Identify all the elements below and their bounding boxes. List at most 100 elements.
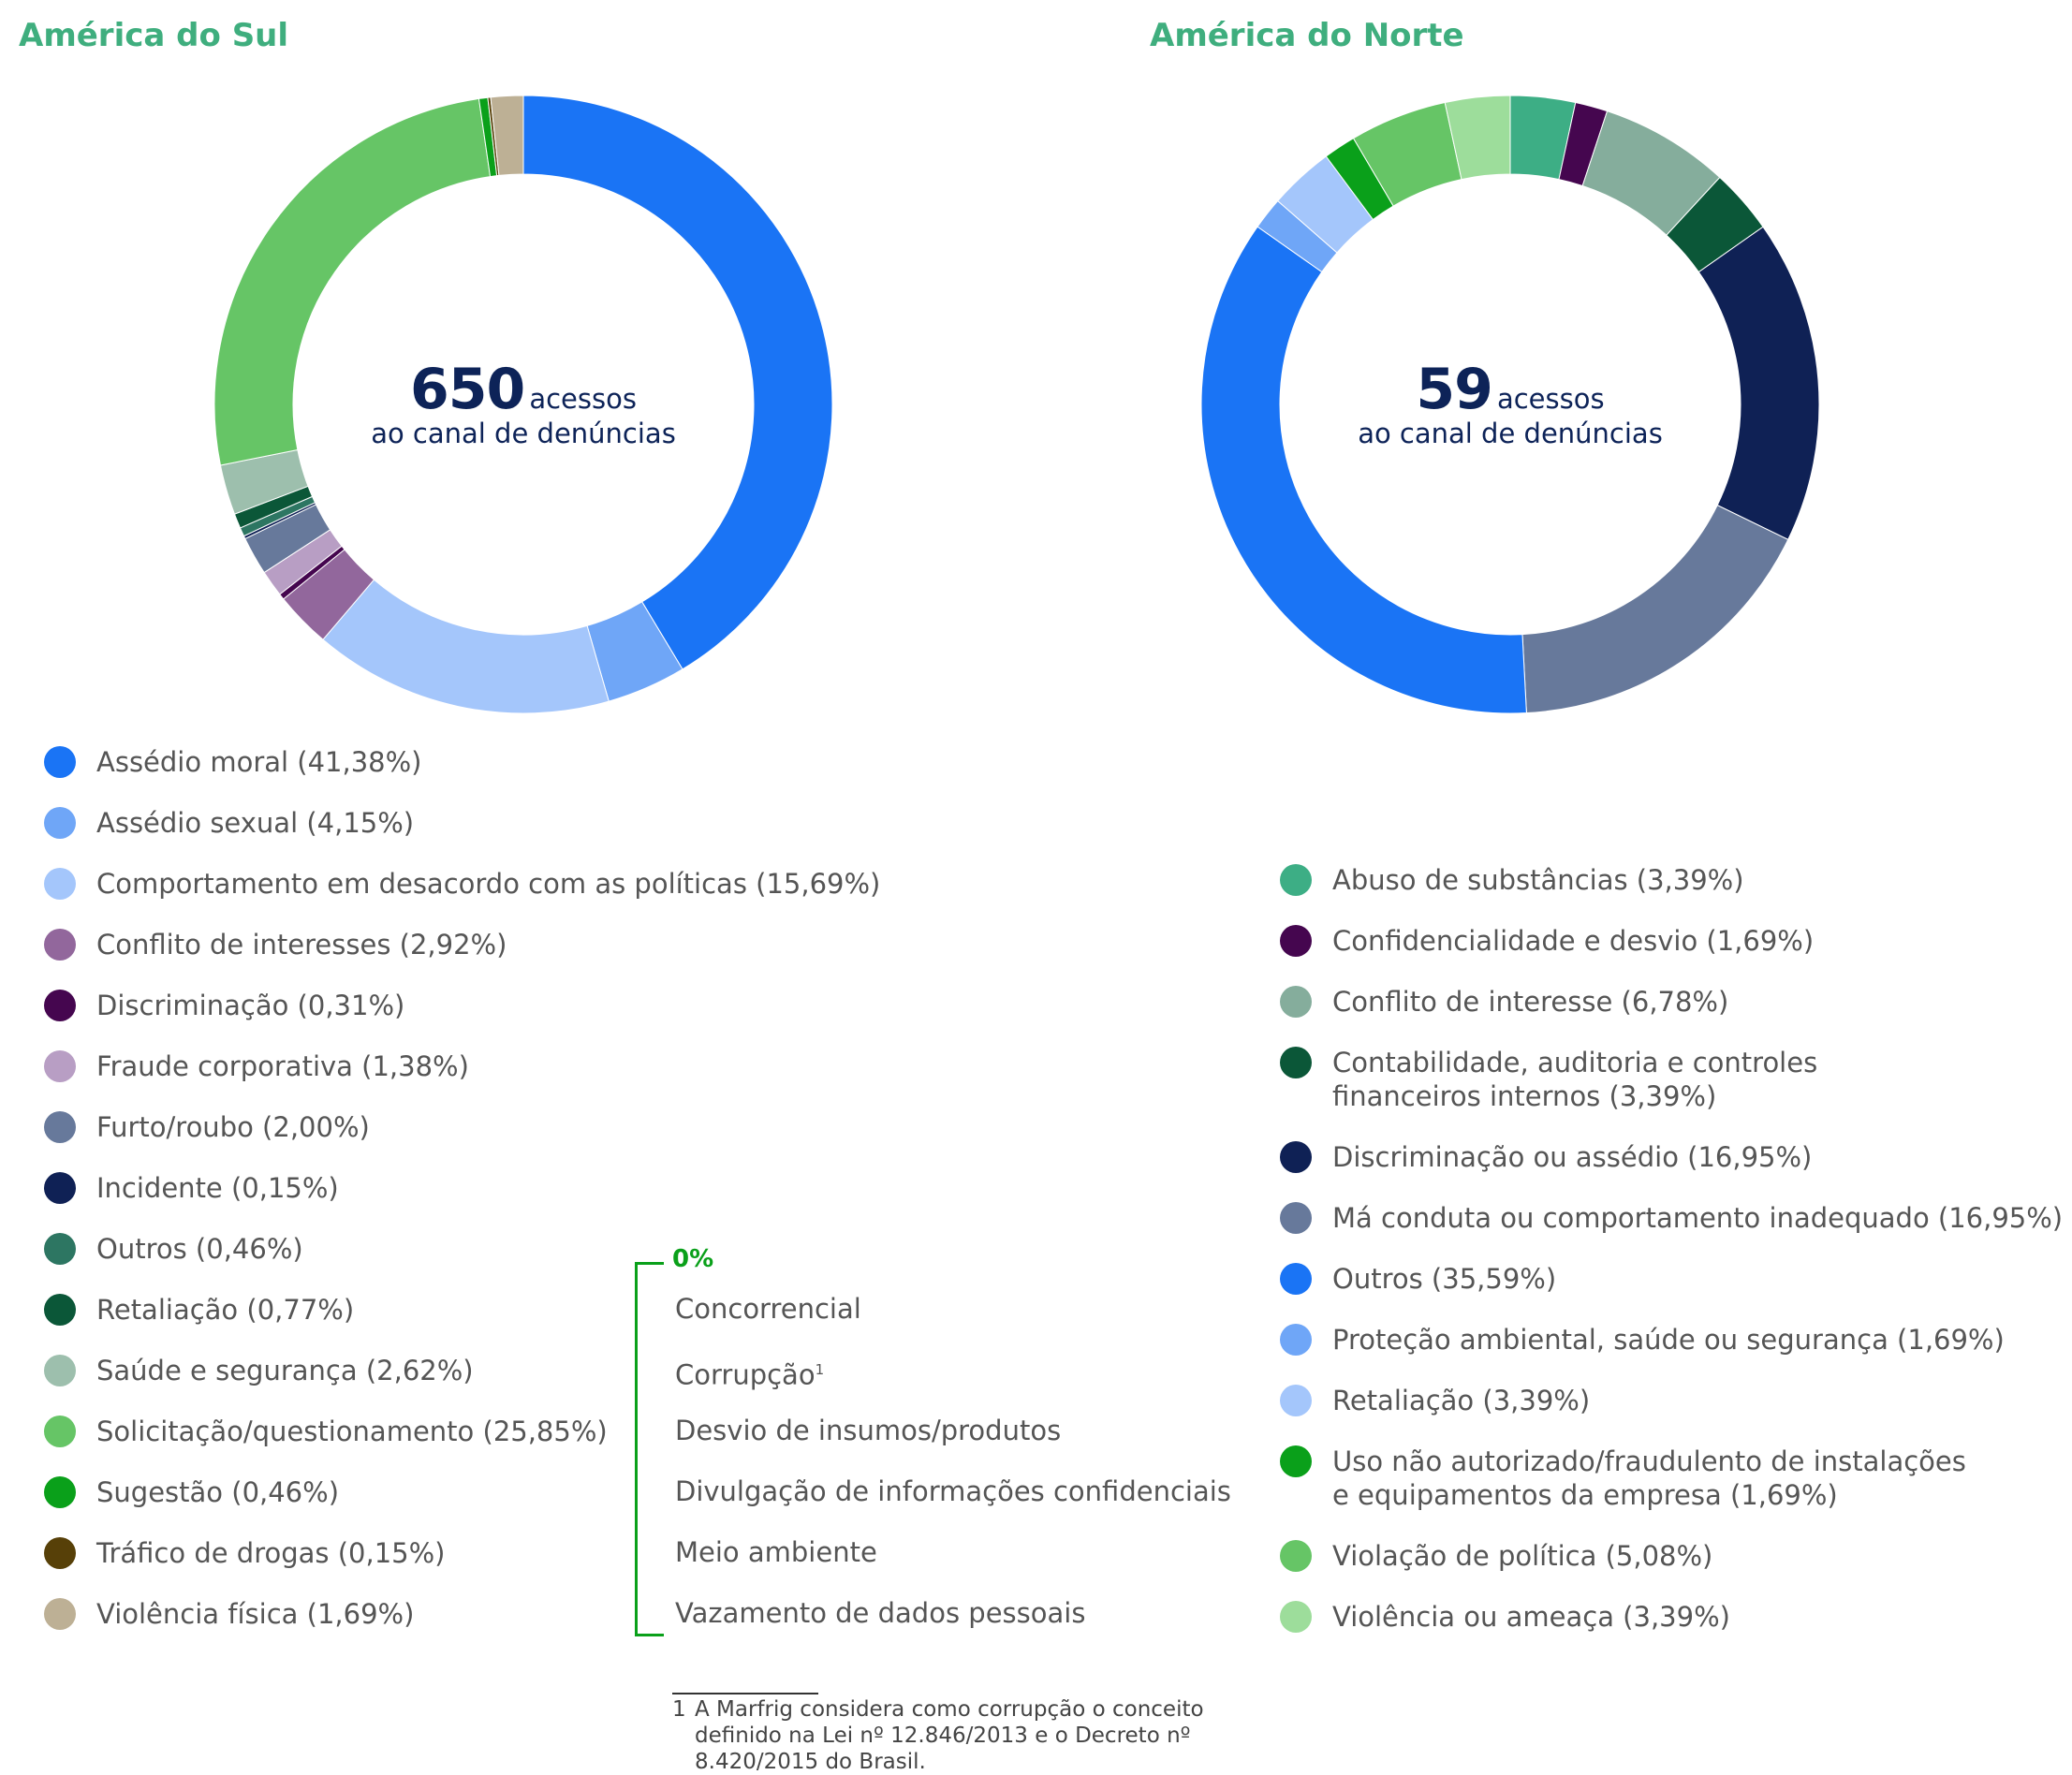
norte-legend-swatch-icon [1280, 986, 1312, 1018]
norte-legend-swatch-icon [1280, 1445, 1312, 1477]
sul-legend-item: Sugestão (0,46%) [44, 1475, 880, 1536]
sul-legend-label: Incidente (0,15%) [96, 1172, 339, 1204]
norte-legend-label: Outros (35,59%) [1332, 1263, 1557, 1295]
sul-legend-label: Retaliação (0,77%) [96, 1294, 355, 1326]
zero-percent-item: Concorrencial [675, 1293, 861, 1325]
sul-slice-14 [490, 95, 524, 176]
donut-chart-sul [214, 95, 832, 713]
norte-legend-swatch-icon [1280, 1047, 1312, 1078]
norte-legend-label: Retaliação (3,39%) [1332, 1385, 1591, 1416]
footnote-rule [672, 1693, 818, 1694]
norte-legend-item: Proteção ambiental, saúde ou segurança (… [1280, 1323, 2063, 1357]
center-value-norte: 59 [1416, 357, 1492, 422]
sul-legend-swatch-icon [44, 1172, 76, 1204]
sul-legend-swatch-icon [44, 1111, 76, 1143]
norte-legend-swatch-icon [1280, 864, 1312, 896]
norte-legend-item: Retaliação (3,39%) [1280, 1384, 2063, 1417]
norte-legend-label: Contabilidade, auditoria e controles fina… [1332, 1047, 1818, 1112]
norte-legend-item: Violação de política (5,08%) [1280, 1539, 2063, 1573]
sul-slice-2 [322, 579, 610, 713]
legend-sul: Assédio moral (41,38%) Assédio sexual (4,… [44, 745, 880, 1658]
sul-legend-swatch-icon [44, 929, 76, 961]
norte-legend-item: Violência ou ameaça (3,39%) [1280, 1600, 2063, 1634]
zero-percent-bracket [635, 1262, 664, 1636]
sul-legend-item: Saúde e segurança (2,62%) [44, 1354, 880, 1415]
sul-legend-swatch-icon [44, 1537, 76, 1569]
norte-legend-swatch-icon [1280, 925, 1312, 957]
norte-legend-swatch-icon [1280, 1385, 1312, 1416]
norte-legend-item: Má conduta ou comportamento inadequado (… [1280, 1201, 2063, 1235]
zero-percent-item: Divulgação de informações confidenciais [675, 1475, 1231, 1507]
sul-legend-swatch-icon [44, 1233, 76, 1265]
sul-legend-label: Comportamento em desacordo com as políti… [96, 868, 881, 900]
sul-legend-label: Discriminação (0,31%) [96, 990, 405, 1021]
norte-legend-label: Violência ou ameaça (3,39%) [1332, 1601, 1730, 1633]
legend-norte: Abuso de substâncias (3,39%) Confidencial… [1280, 863, 2063, 1661]
norte-legend-label: Má conduta ou comportamento inadequado (… [1332, 1202, 2064, 1234]
norte-legend-label: Violação de política (5,08%) [1332, 1540, 1713, 1572]
norte-legend-swatch-icon [1280, 1263, 1312, 1295]
sul-legend-label: Furto/roubo (2,00%) [96, 1111, 370, 1143]
center-word-norte: acessos [1496, 383, 1605, 415]
norte-legend-label: Discriminação ou assédio (16,95%) [1332, 1141, 1813, 1173]
zero-percent-item: Meio ambiente [675, 1536, 877, 1568]
norte-slice-11 [1444, 95, 1511, 181]
sul-legend-item: Fraude corporativa (1,38%) [44, 1049, 880, 1110]
zero-percent-item: Desvio de insumos/produtos [675, 1415, 1062, 1446]
center-subtitle-norte: ao canal de denúncias [1358, 418, 1663, 449]
sul-legend-item: Conflito de interesses (2,92%) [44, 928, 880, 989]
sul-legend-swatch-icon [44, 990, 76, 1021]
sul-legend-label: Sugestão (0,46%) [96, 1476, 340, 1508]
sul-legend-label: Fraude corporativa (1,38%) [96, 1050, 469, 1082]
norte-legend-item: Abuso de substâncias (3,39%) [1280, 863, 2063, 897]
norte-legend-item: Conflito de interesse (6,78%) [1280, 985, 2063, 1019]
donut-chart-norte [1201, 95, 1819, 713]
sul-legend-item: Assédio moral (41,38%) [44, 745, 880, 806]
norte-legend-swatch-icon [1280, 1202, 1312, 1234]
norte-slice-4 [1697, 226, 1819, 541]
footnote-number: 1 [672, 1697, 686, 1722]
zero-percent-item: Corrupção1 [675, 1358, 825, 1391]
zero-percent-list: Concorrencial Corrupção1 Desvio de insumos… [675, 1292, 1231, 1657]
zero-percent-group: 0% Concorrencial Corrupção1 Desvio de insu… [635, 1245, 1234, 1638]
norte-legend-label: Proteção ambiental, saúde ou segurança (… [1332, 1324, 2005, 1356]
footnote: 1 A Marfrig considera como corrupção o c… [672, 1696, 1215, 1775]
sul-legend-item: Violência física (1,69%) [44, 1597, 880, 1658]
zero-percent-title: 0% [672, 1245, 714, 1273]
chart-title-sul: América do Sul [19, 17, 289, 54]
norte-legend-item: Uso não autorizado/fraudulento de instal… [1280, 1445, 2063, 1512]
norte-legend-swatch-icon [1280, 1324, 1312, 1356]
sul-legend-label: Outros (0,46%) [96, 1233, 303, 1265]
norte-legend-label: Confidencialidade e desvio (1,69%) [1332, 925, 1815, 957]
sul-legend-swatch-icon [44, 1355, 76, 1386]
sul-legend-swatch-icon [44, 1294, 76, 1326]
sul-legend-swatch-icon [44, 868, 76, 900]
norte-legend-swatch-icon [1280, 1141, 1312, 1173]
norte-legend-item: Outros (35,59%) [1280, 1262, 2063, 1296]
sul-legend-label: Saúde e segurança (2,62%) [96, 1355, 474, 1386]
norte-slice-6 [1201, 226, 1527, 713]
norte-legend-item: Contabilidade, auditoria e controles fina… [1280, 1046, 2063, 1113]
sul-legend-label: Violência física (1,69%) [96, 1598, 415, 1630]
sul-legend-item: Retaliação (0,77%) [44, 1293, 880, 1354]
sul-legend-item: Outros (0,46%) [44, 1232, 880, 1293]
sul-slice-11 [214, 97, 492, 466]
sul-legend-label: Tráfico de drogas (0,15%) [96, 1537, 446, 1569]
norte-legend-label: Conflito de interesse (6,78%) [1332, 986, 1729, 1018]
sul-legend-swatch-icon [44, 1416, 76, 1447]
norte-legend-item: Discriminação ou assédio (16,95%) [1280, 1140, 2063, 1174]
sul-legend-item: Discriminação (0,31%) [44, 989, 880, 1049]
norte-legend-label: Abuso de substâncias (3,39%) [1332, 864, 1744, 896]
footnote-ref: 1 [815, 1361, 825, 1378]
sul-legend-item: Incidente (0,15%) [44, 1171, 880, 1232]
sul-slice-0 [522, 95, 832, 670]
sul-legend-label: Solicitação/questionamento (25,85%) [96, 1416, 608, 1447]
norte-legend-label: Uso não autorizado/fraudulento de instal… [1332, 1445, 1966, 1511]
zero-percent-item: Vazamento de dados pessoais [675, 1597, 1086, 1629]
chart-title-norte: América do Norte [1150, 17, 1464, 54]
center-label-norte: 59 acessos ao canal de denúncias [1342, 357, 1679, 449]
sul-legend-label: Assédio sexual (4,15%) [96, 807, 415, 839]
sul-legend-swatch-icon [44, 1476, 76, 1508]
footnote-text: A Marfrig considera como corrupção o con… [695, 1697, 1204, 1774]
sul-legend-label: Conflito de interesses (2,92%) [96, 929, 507, 961]
